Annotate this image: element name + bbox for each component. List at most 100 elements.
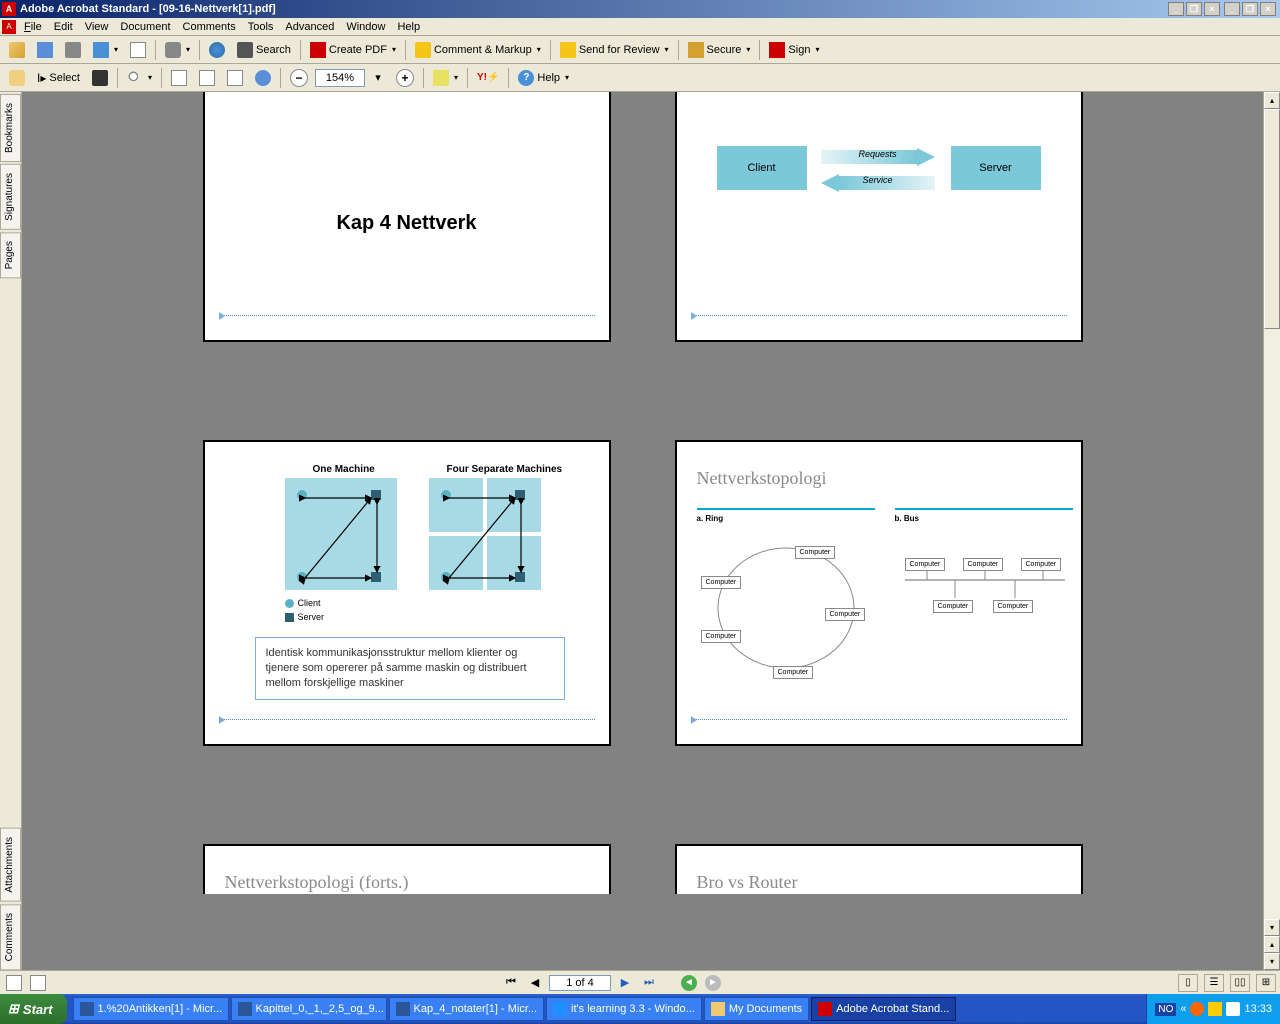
tab-attachments[interactable]: Attachments <box>0 828 21 902</box>
back-button[interactable]: ◄ <box>679 974 699 992</box>
forward-button[interactable]: ► <box>703 974 723 992</box>
vertical-scrollbar[interactable]: ▴ ▾ ▴ ▾ <box>1263 92 1280 970</box>
doc-minimize-button[interactable]: _ <box>1168 2 1184 16</box>
layout-continuous-button[interactable] <box>28 974 48 992</box>
mail-icon <box>130 42 146 58</box>
s4-label-bus: b. Bus <box>895 514 919 523</box>
minimize-button[interactable]: _ <box>1224 2 1240 16</box>
zoom-tool[interactable] <box>122 67 157 89</box>
zoom-in-button[interactable]: + <box>391 67 419 89</box>
slide-1-title: Kap 4 Nettverk <box>205 212 609 235</box>
scroll-page-down[interactable]: ▾ <box>1264 953 1280 970</box>
lock-icon <box>688 42 704 58</box>
open-button[interactable] <box>4 39 30 61</box>
select-tool[interactable]: I▸Select <box>32 67 85 89</box>
create-pdf-button[interactable]: Create PDF <box>305 39 401 61</box>
globe-icon <box>209 42 225 58</box>
first-page-button[interactable]: ⏮ <box>501 974 521 992</box>
start-button[interactable]: ⊞Start <box>0 994 67 1024</box>
s5-title: Nettverkstopologi (forts.) <box>225 872 409 893</box>
organizer-button[interactable] <box>88 39 123 61</box>
fit-page-button[interactable] <box>166 67 192 89</box>
task-item-3[interactable]: Kap_4_notater[1] - Micr... <box>389 997 545 1021</box>
tray-icon-1[interactable] <box>1190 1002 1204 1016</box>
scroll-page-up[interactable]: ▴ <box>1264 936 1280 953</box>
scroll-up-button[interactable]: ▴ <box>1264 92 1280 109</box>
document-scroll[interactable]: Kap 4 Nettverk Client Server Requests Se… <box>22 92 1263 970</box>
task-item-5[interactable]: My Documents <box>704 997 809 1021</box>
help-button[interactable]: ?Help <box>513 67 574 89</box>
page-input[interactable] <box>549 975 611 991</box>
menu-document[interactable]: Document <box>114 19 176 35</box>
email-button[interactable] <box>125 39 151 61</box>
view-facing-button[interactable]: ▯▯ <box>1230 974 1250 992</box>
task-item-4[interactable]: it's learning 3.3 - Windo... <box>546 997 702 1021</box>
server-box: Server <box>951 146 1041 190</box>
clock[interactable]: 13:33 <box>1244 1003 1272 1015</box>
s3-description: Identisk kommunikasjonsstruktur mellom k… <box>255 637 565 700</box>
last-page-button[interactable]: ⏭ <box>639 974 659 992</box>
next-page-button[interactable]: ▶ <box>615 974 635 992</box>
menu-help[interactable]: Help <box>391 19 426 35</box>
print-button[interactable] <box>60 39 86 61</box>
s4-title: Nettverkstopologi <box>697 468 827 489</box>
scroll-down-button[interactable]: ▾ <box>1264 919 1280 936</box>
howto-button[interactable] <box>428 67 463 89</box>
pen-icon <box>769 42 785 58</box>
web-button[interactable] <box>204 39 230 61</box>
hand-tool[interactable] <box>4 67 30 89</box>
prev-page-button[interactable]: ◀ <box>525 974 545 992</box>
howto-icon <box>433 70 449 86</box>
view-cont-facing-button[interactable]: ⊞ <box>1256 974 1276 992</box>
app-window-buttons: _ ❐ × <box>1224 2 1276 16</box>
tray-icon-2[interactable] <box>1208 1002 1222 1016</box>
task-item-2[interactable]: Kapittel_0,_1,_2,5_og_9... <box>231 997 387 1021</box>
zoom-dropdown[interactable]: ▾ <box>367 67 389 89</box>
toolbar-1: Search Create PDF Comment & Markup Send … <box>0 36 1280 64</box>
menu-view[interactable]: View <box>79 19 115 35</box>
tray-icon-3[interactable] <box>1226 1002 1240 1016</box>
close-button[interactable]: × <box>1260 2 1276 16</box>
secure-button[interactable]: Secure <box>683 39 756 61</box>
search-button[interactable]: Search <box>232 39 296 61</box>
doc-restore-button[interactable]: ❐ <box>1186 2 1202 16</box>
page-width-icon <box>199 70 215 86</box>
layout-single-button[interactable] <box>4 974 24 992</box>
zoom-input[interactable] <box>315 69 365 87</box>
actual-size-button[interactable] <box>222 67 248 89</box>
view-cont-button[interactable]: ☰ <box>1204 974 1224 992</box>
yahoo-button[interactable]: Y!⚡ <box>472 67 504 89</box>
snapshot-tool[interactable] <box>87 67 113 89</box>
tab-signatures[interactable]: Signatures <box>0 164 21 230</box>
menu-edit[interactable]: Edit <box>48 19 79 35</box>
system-tray: NO « 13:33 <box>1146 994 1280 1024</box>
language-indicator[interactable]: NO <box>1155 1003 1176 1016</box>
menu-file[interactable]: File <box>18 19 48 35</box>
comment-markup-button[interactable]: Comment & Markup <box>410 39 546 61</box>
send-review-button[interactable]: Send for Review <box>555 39 674 61</box>
doc-close-button[interactable]: × <box>1204 2 1220 16</box>
app-icon: A <box>2 2 16 16</box>
scroll-thumb[interactable] <box>1264 109 1280 329</box>
menu-window[interactable]: Window <box>340 19 391 35</box>
attach-button[interactable] <box>160 39 195 61</box>
zoom-out-button[interactable]: − <box>285 67 313 89</box>
rotate-button[interactable] <box>250 67 276 89</box>
menu-comments[interactable]: Comments <box>177 19 242 35</box>
menu-advanced[interactable]: Advanced <box>279 19 340 35</box>
task-item-1[interactable]: 1.%20Antikken[1] - Micr... <box>73 997 229 1021</box>
tray-expand[interactable]: « <box>1180 1003 1186 1015</box>
sign-button[interactable]: Sign <box>764 39 824 61</box>
tab-pages[interactable]: Pages <box>0 232 21 278</box>
task-item-6[interactable]: Adobe Acrobat Stand... <box>811 997 956 1021</box>
tab-bookmarks[interactable]: Bookmarks <box>0 94 21 162</box>
menu-tools[interactable]: Tools <box>242 19 280 35</box>
save-button[interactable] <box>32 39 58 61</box>
nav-bar: ⏮ ◀ ▶ ⏭ ◄ ► ▯ ☰ ▯▯ ⊞ <box>0 970 1280 994</box>
tab-comments[interactable]: Comments <box>0 904 21 970</box>
restore-button[interactable]: ❐ <box>1242 2 1258 16</box>
print-icon <box>65 42 81 58</box>
view-single-button[interactable]: ▯ <box>1178 974 1198 992</box>
fit-width-button[interactable] <box>194 67 220 89</box>
slide-1: Kap 4 Nettverk <box>203 92 611 342</box>
